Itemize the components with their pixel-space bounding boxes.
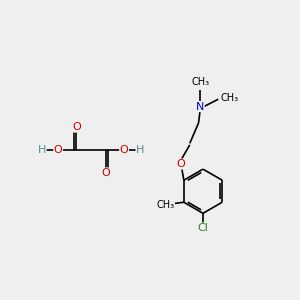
Text: N: N <box>196 102 204 112</box>
Text: CH₃: CH₃ <box>157 200 175 210</box>
Text: O: O <box>101 168 110 178</box>
Text: H: H <box>38 145 46 155</box>
Text: CH₃: CH₃ <box>221 93 239 103</box>
Text: O: O <box>54 145 62 155</box>
Text: H: H <box>136 145 145 155</box>
Text: O: O <box>72 122 81 132</box>
Text: O: O <box>120 145 128 155</box>
Text: O: O <box>177 159 185 169</box>
Text: Cl: Cl <box>198 223 208 233</box>
Text: CH₃: CH₃ <box>191 76 209 86</box>
